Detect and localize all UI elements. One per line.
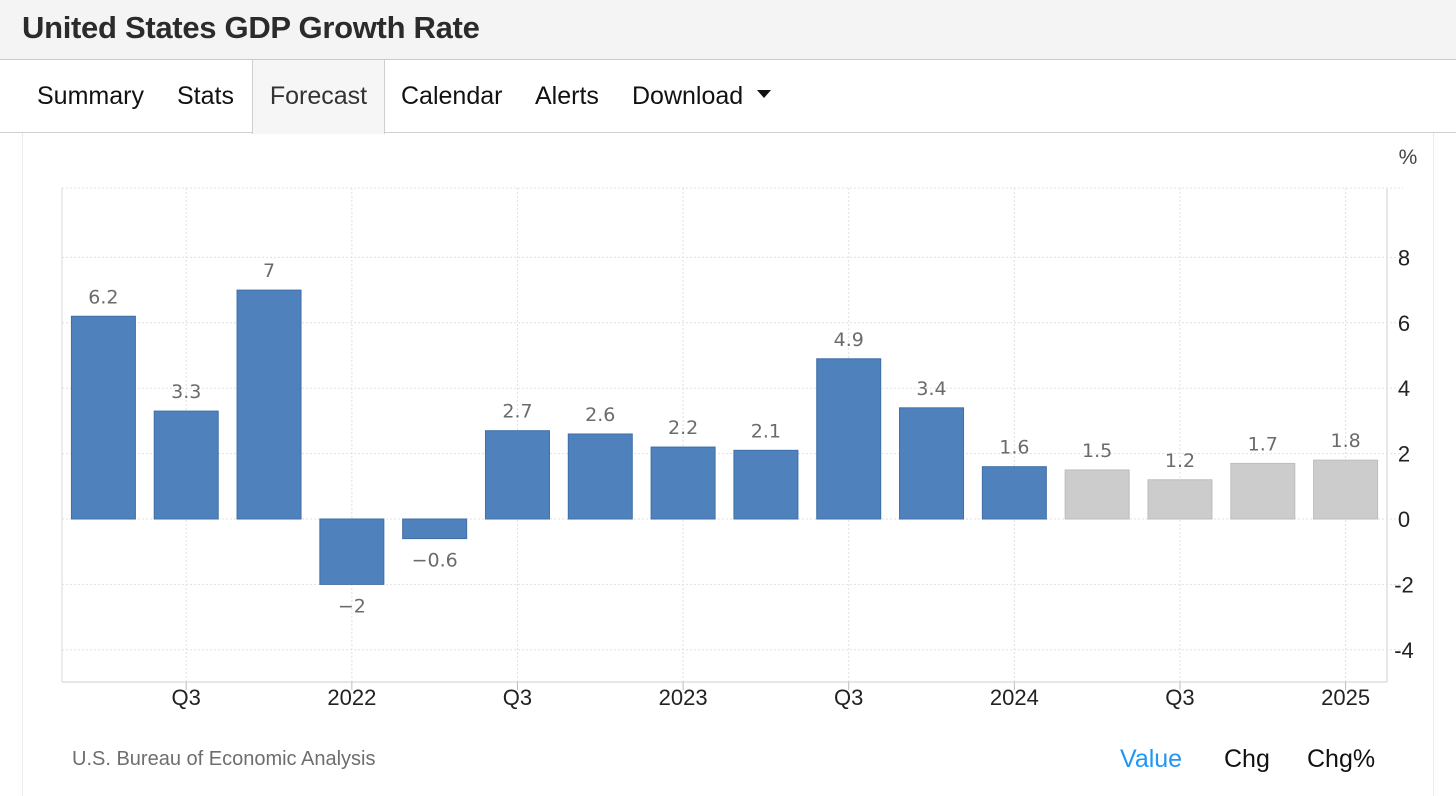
tab-download-label: Download xyxy=(632,82,744,110)
actual-bar xyxy=(733,449,799,520)
x-tick-label: Q3 xyxy=(834,685,863,710)
view-mode-chg-percent[interactable]: Chg% xyxy=(1307,745,1376,773)
bar-value-label: 3.3 xyxy=(171,381,201,403)
view-mode-chg[interactable]: Chg xyxy=(1224,745,1270,773)
view-mode-value[interactable]: Value xyxy=(1120,745,1183,773)
actual-bar xyxy=(981,466,1047,520)
y-tick-label: 6 xyxy=(1398,311,1410,336)
bar-value-label: 1.7 xyxy=(1248,433,1278,455)
tab-alerts[interactable]: Alerts xyxy=(535,82,599,110)
tab-forecast[interactable]: Forecast xyxy=(252,60,385,134)
bar-value-label: 2.6 xyxy=(585,404,615,426)
bar-value-label: −2 xyxy=(338,595,366,617)
y-tick-label: 8 xyxy=(1398,245,1410,270)
bar-value-label: −0.6 xyxy=(412,550,458,572)
y-tick-label: -2 xyxy=(1394,572,1414,597)
forecast-bar xyxy=(1313,459,1379,520)
bar-value-label: 6.2 xyxy=(88,286,118,308)
forecast-bar xyxy=(1064,469,1130,520)
x-tick-label: Q3 xyxy=(1165,685,1194,710)
bar-value-label: 1.2 xyxy=(1165,450,1195,472)
bar-value-label: 7 xyxy=(263,260,275,282)
y-axis-unit: % xyxy=(1399,146,1418,169)
x-tick-label: 2025 xyxy=(1321,685,1370,710)
y-tick-label: 4 xyxy=(1398,376,1410,401)
title-bar: United States GDP Growth Rate xyxy=(0,0,1456,60)
actual-bar xyxy=(650,446,716,520)
page-title: United States GDP Growth Rate xyxy=(22,10,480,45)
source-note: U.S. Bureau of Economic Analysis xyxy=(72,748,376,770)
caret-down-icon xyxy=(757,90,772,99)
forecast-bar xyxy=(1230,462,1296,520)
y-tick-label: 2 xyxy=(1398,442,1410,467)
x-tick-label: 2024 xyxy=(990,685,1039,710)
bar-value-label: 2.1 xyxy=(751,420,781,442)
actual-bar xyxy=(153,410,219,520)
actual-bar xyxy=(70,315,136,520)
actual-bar xyxy=(236,289,302,520)
tab-summary[interactable]: Summary xyxy=(37,82,144,110)
actual-bar xyxy=(816,358,882,520)
actual-bar xyxy=(484,430,550,520)
bar-value-label: 1.6 xyxy=(999,437,1029,459)
bar-value-label: 1.8 xyxy=(1330,430,1360,452)
x-tick-label: Q3 xyxy=(172,685,201,710)
x-tick-label: 2023 xyxy=(659,685,708,710)
bar-value-label: 4.9 xyxy=(834,329,864,351)
tab-calendar[interactable]: Calendar xyxy=(401,82,503,110)
tab-download[interactable]: Download xyxy=(632,60,772,133)
bar-value-label: 1.5 xyxy=(1082,440,1112,462)
forecast-bar xyxy=(1147,479,1213,520)
chart-axes: 8 6 4 2 0 -2 -4 Q3 2022 Q3 2023 Q3 2024 Q3 2025 xyxy=(172,245,1414,710)
bar-value-label: 2.7 xyxy=(502,401,532,423)
actual-bar xyxy=(899,407,965,520)
x-tick-label: Q3 xyxy=(503,685,532,710)
y-tick-label: -4 xyxy=(1394,638,1414,663)
tab-strip: Summary Stats Forecast Calendar Alerts D… xyxy=(0,60,1456,134)
chart-value-labels: 6.2 3.3 7 −2 −0.6 2.7 2.6 2.2 2.1 4.9 3.4 1.6 1.5 1.2… xyxy=(88,260,1360,617)
actual-bar xyxy=(402,518,468,540)
y-tick-label: 0 xyxy=(1398,507,1410,532)
bar-value-label: 3.4 xyxy=(916,378,946,400)
chart-bars xyxy=(70,289,1379,585)
x-tick-label: 2022 xyxy=(327,685,376,710)
actual-bar xyxy=(319,518,385,585)
chart-panel xyxy=(22,133,1434,796)
tab-stats[interactable]: Stats xyxy=(177,82,234,110)
bar-value-label: 2.2 xyxy=(668,417,698,439)
actual-bar xyxy=(567,433,633,520)
